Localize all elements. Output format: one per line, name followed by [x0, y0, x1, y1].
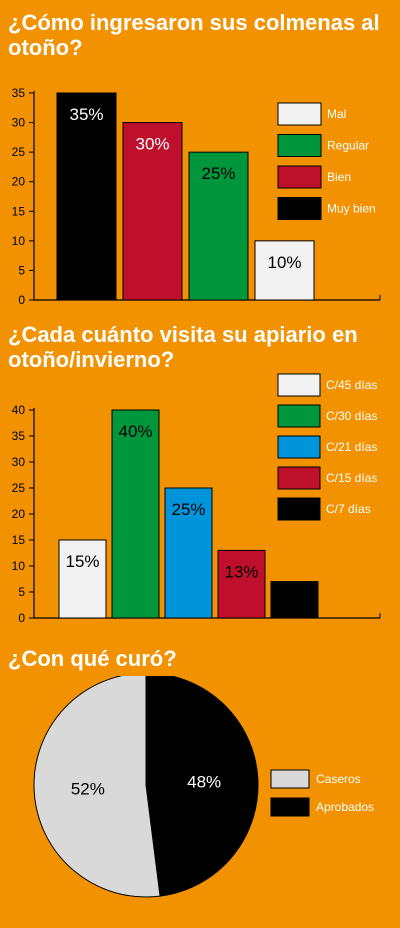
- y-tick-label: 20: [12, 507, 26, 521]
- legend-swatch: [277, 497, 321, 521]
- y-tick-label: 30: [12, 455, 26, 469]
- legend-label: Aprobados: [316, 800, 374, 814]
- y-tick-label: 10: [12, 234, 26, 248]
- bar-2-2: [111, 409, 160, 619]
- y-tick-label: 0: [18, 611, 25, 625]
- legend-swatch: [277, 373, 321, 397]
- bar-1-2: [122, 122, 183, 301]
- bar-value-label: 40%: [118, 422, 152, 441]
- y-tick-label: 30: [12, 116, 26, 130]
- pie-slice-aprobados: [145, 676, 259, 897]
- bar-value-label: 10%: [267, 253, 301, 272]
- y-tick-label: 25: [12, 145, 26, 159]
- legend-label: C/15 días: [326, 471, 377, 485]
- y-tick-label: 20: [12, 175, 26, 189]
- legend-label: Muy bien: [327, 202, 376, 216]
- bar-2-3: [164, 487, 213, 619]
- legend-label: C/21 días: [326, 440, 377, 454]
- bar-value-label: 30%: [135, 135, 169, 154]
- legend-swatch: [270, 797, 310, 817]
- y-tick-label: 15: [12, 533, 26, 547]
- y-tick-label: 15: [12, 204, 26, 218]
- y-tick-label: 0: [18, 293, 25, 307]
- legend-label: Caseros: [316, 772, 361, 786]
- chart-2-title: ¿Cada cuánto visita su apiario en otoño/…: [8, 322, 358, 372]
- y-tick-label: 10: [12, 559, 26, 573]
- bar-value-label: 15%: [65, 552, 99, 571]
- legend-swatch: [277, 435, 321, 459]
- pie-value-label: 52%: [71, 780, 105, 799]
- bar-value-label: 7%: [282, 594, 307, 613]
- y-tick-label: 5: [18, 585, 25, 599]
- legend-swatch: [270, 769, 310, 789]
- legend-swatch: [277, 466, 321, 490]
- legend-swatch: [277, 197, 322, 220]
- bar-value-label: 25%: [171, 500, 205, 519]
- bar-1-3: [188, 151, 249, 301]
- y-tick-label: 35: [12, 86, 26, 100]
- legend-label: Mal: [327, 107, 346, 121]
- bar-value-label: 25%: [201, 164, 235, 183]
- y-tick-label: 5: [18, 263, 25, 277]
- bar-2-5: [270, 581, 319, 619]
- bar-2-1: [58, 539, 107, 619]
- bar-2-4: [217, 549, 266, 619]
- legend-label: Bien: [327, 170, 351, 184]
- chart-3-title: ¿Con qué curó?: [8, 646, 177, 671]
- legend-swatch: [277, 404, 321, 428]
- chart-2-svg: 0 5 10 15 20 25 30 35 40 15% 40% 25% 13% 7% C/45 días C…: [12, 373, 381, 625]
- bar-value-label: 13%: [224, 562, 258, 581]
- chart-3-svg: 48% 52% Caseros Aprobados: [33, 676, 374, 898]
- y-tick-label: 25: [12, 481, 26, 495]
- legend-swatch: [277, 165, 322, 189]
- legend-label: C/45 días: [326, 378, 377, 392]
- chart-1-svg: 0 5 10 15 20 25 30 35 35% 30% 25% 10% Mal Regular Bien…: [12, 86, 381, 307]
- y-tick-label: 40: [12, 403, 26, 417]
- chart-1-title: ¿Cómo ingresaron sus colmenas al otoño?: [8, 10, 380, 60]
- bar-1-4: [254, 240, 315, 301]
- y-tick-label: 35: [12, 429, 26, 443]
- legend-label: C/7 días: [326, 502, 371, 516]
- legend-label: C/30 días: [326, 409, 377, 423]
- legend-swatch: [277, 102, 322, 126]
- legend-swatch: [277, 134, 322, 157]
- pie-slice-caseros: [33, 676, 161, 898]
- pie-value-label: 48%: [187, 772, 221, 791]
- bar-value-label: 35%: [69, 105, 103, 124]
- bar-1-1: [56, 92, 117, 301]
- legend-label: Regular: [327, 139, 369, 153]
